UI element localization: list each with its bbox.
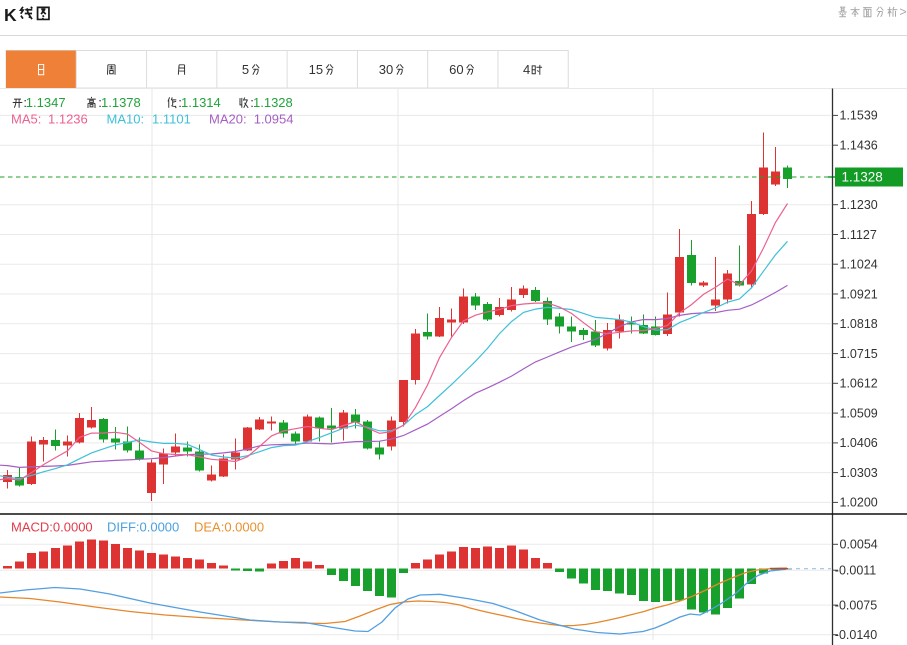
svg-text:1.1024: 1.1024	[840, 258, 878, 272]
svg-text:30: 30	[379, 62, 393, 77]
svg-text:1.1539: 1.1539	[840, 109, 878, 123]
svg-text:DEA:0.0000: DEA:0.0000	[194, 520, 264, 535]
svg-text:1.0818: 1.0818	[840, 317, 878, 331]
svg-text:K: K	[4, 5, 17, 25]
svg-text::: :	[23, 95, 27, 110]
svg-text:MACD:0.0000: MACD:0.0000	[11, 520, 93, 535]
svg-text:1.1347: 1.1347	[26, 95, 66, 110]
svg-text:-0.0075: -0.0075	[835, 598, 877, 612]
svg-text:1.1328: 1.1328	[253, 95, 293, 110]
svg-text:1.0406: 1.0406	[840, 436, 878, 450]
svg-text:1.1230: 1.1230	[840, 198, 878, 212]
svg-text::: :	[98, 95, 102, 110]
svg-text:60: 60	[449, 62, 463, 77]
svg-text:1.1127: 1.1127	[840, 228, 877, 242]
svg-text:DIFF:0.0000: DIFF:0.0000	[107, 520, 179, 535]
svg-text:1.0954: 1.0954	[254, 112, 294, 127]
svg-text:1.0509: 1.0509	[840, 406, 878, 420]
svg-text:1.0715: 1.0715	[840, 347, 878, 361]
svg-text:1.0200: 1.0200	[840, 496, 878, 510]
svg-text:1.0921: 1.0921	[840, 287, 878, 301]
svg-text:-0.0140: -0.0140	[835, 628, 877, 642]
svg-text:0.0054: 0.0054	[840, 538, 878, 552]
svg-text:1.1378: 1.1378	[101, 95, 141, 110]
svg-text:-0.0011: -0.0011	[835, 564, 877, 578]
svg-text:4: 4	[523, 62, 530, 77]
svg-text:1.1328: 1.1328	[842, 170, 883, 185]
svg-text:1.0612: 1.0612	[840, 377, 878, 391]
svg-text:1.1236: 1.1236	[48, 112, 88, 127]
svg-text:MA10:: MA10:	[107, 112, 145, 127]
svg-text:1.1436: 1.1436	[840, 139, 878, 153]
svg-text::: :	[178, 95, 182, 110]
svg-text::: :	[250, 95, 254, 110]
svg-text:5: 5	[242, 62, 249, 77]
svg-text:MA5:: MA5:	[11, 112, 41, 127]
svg-text:15: 15	[309, 62, 323, 77]
svg-text:1.0303: 1.0303	[840, 466, 878, 480]
svg-text:1.1101: 1.1101	[152, 112, 191, 127]
svg-text:1.1314: 1.1314	[181, 95, 221, 110]
svg-text:MA20:: MA20:	[209, 112, 247, 127]
svg-text:>: >	[899, 5, 906, 19]
